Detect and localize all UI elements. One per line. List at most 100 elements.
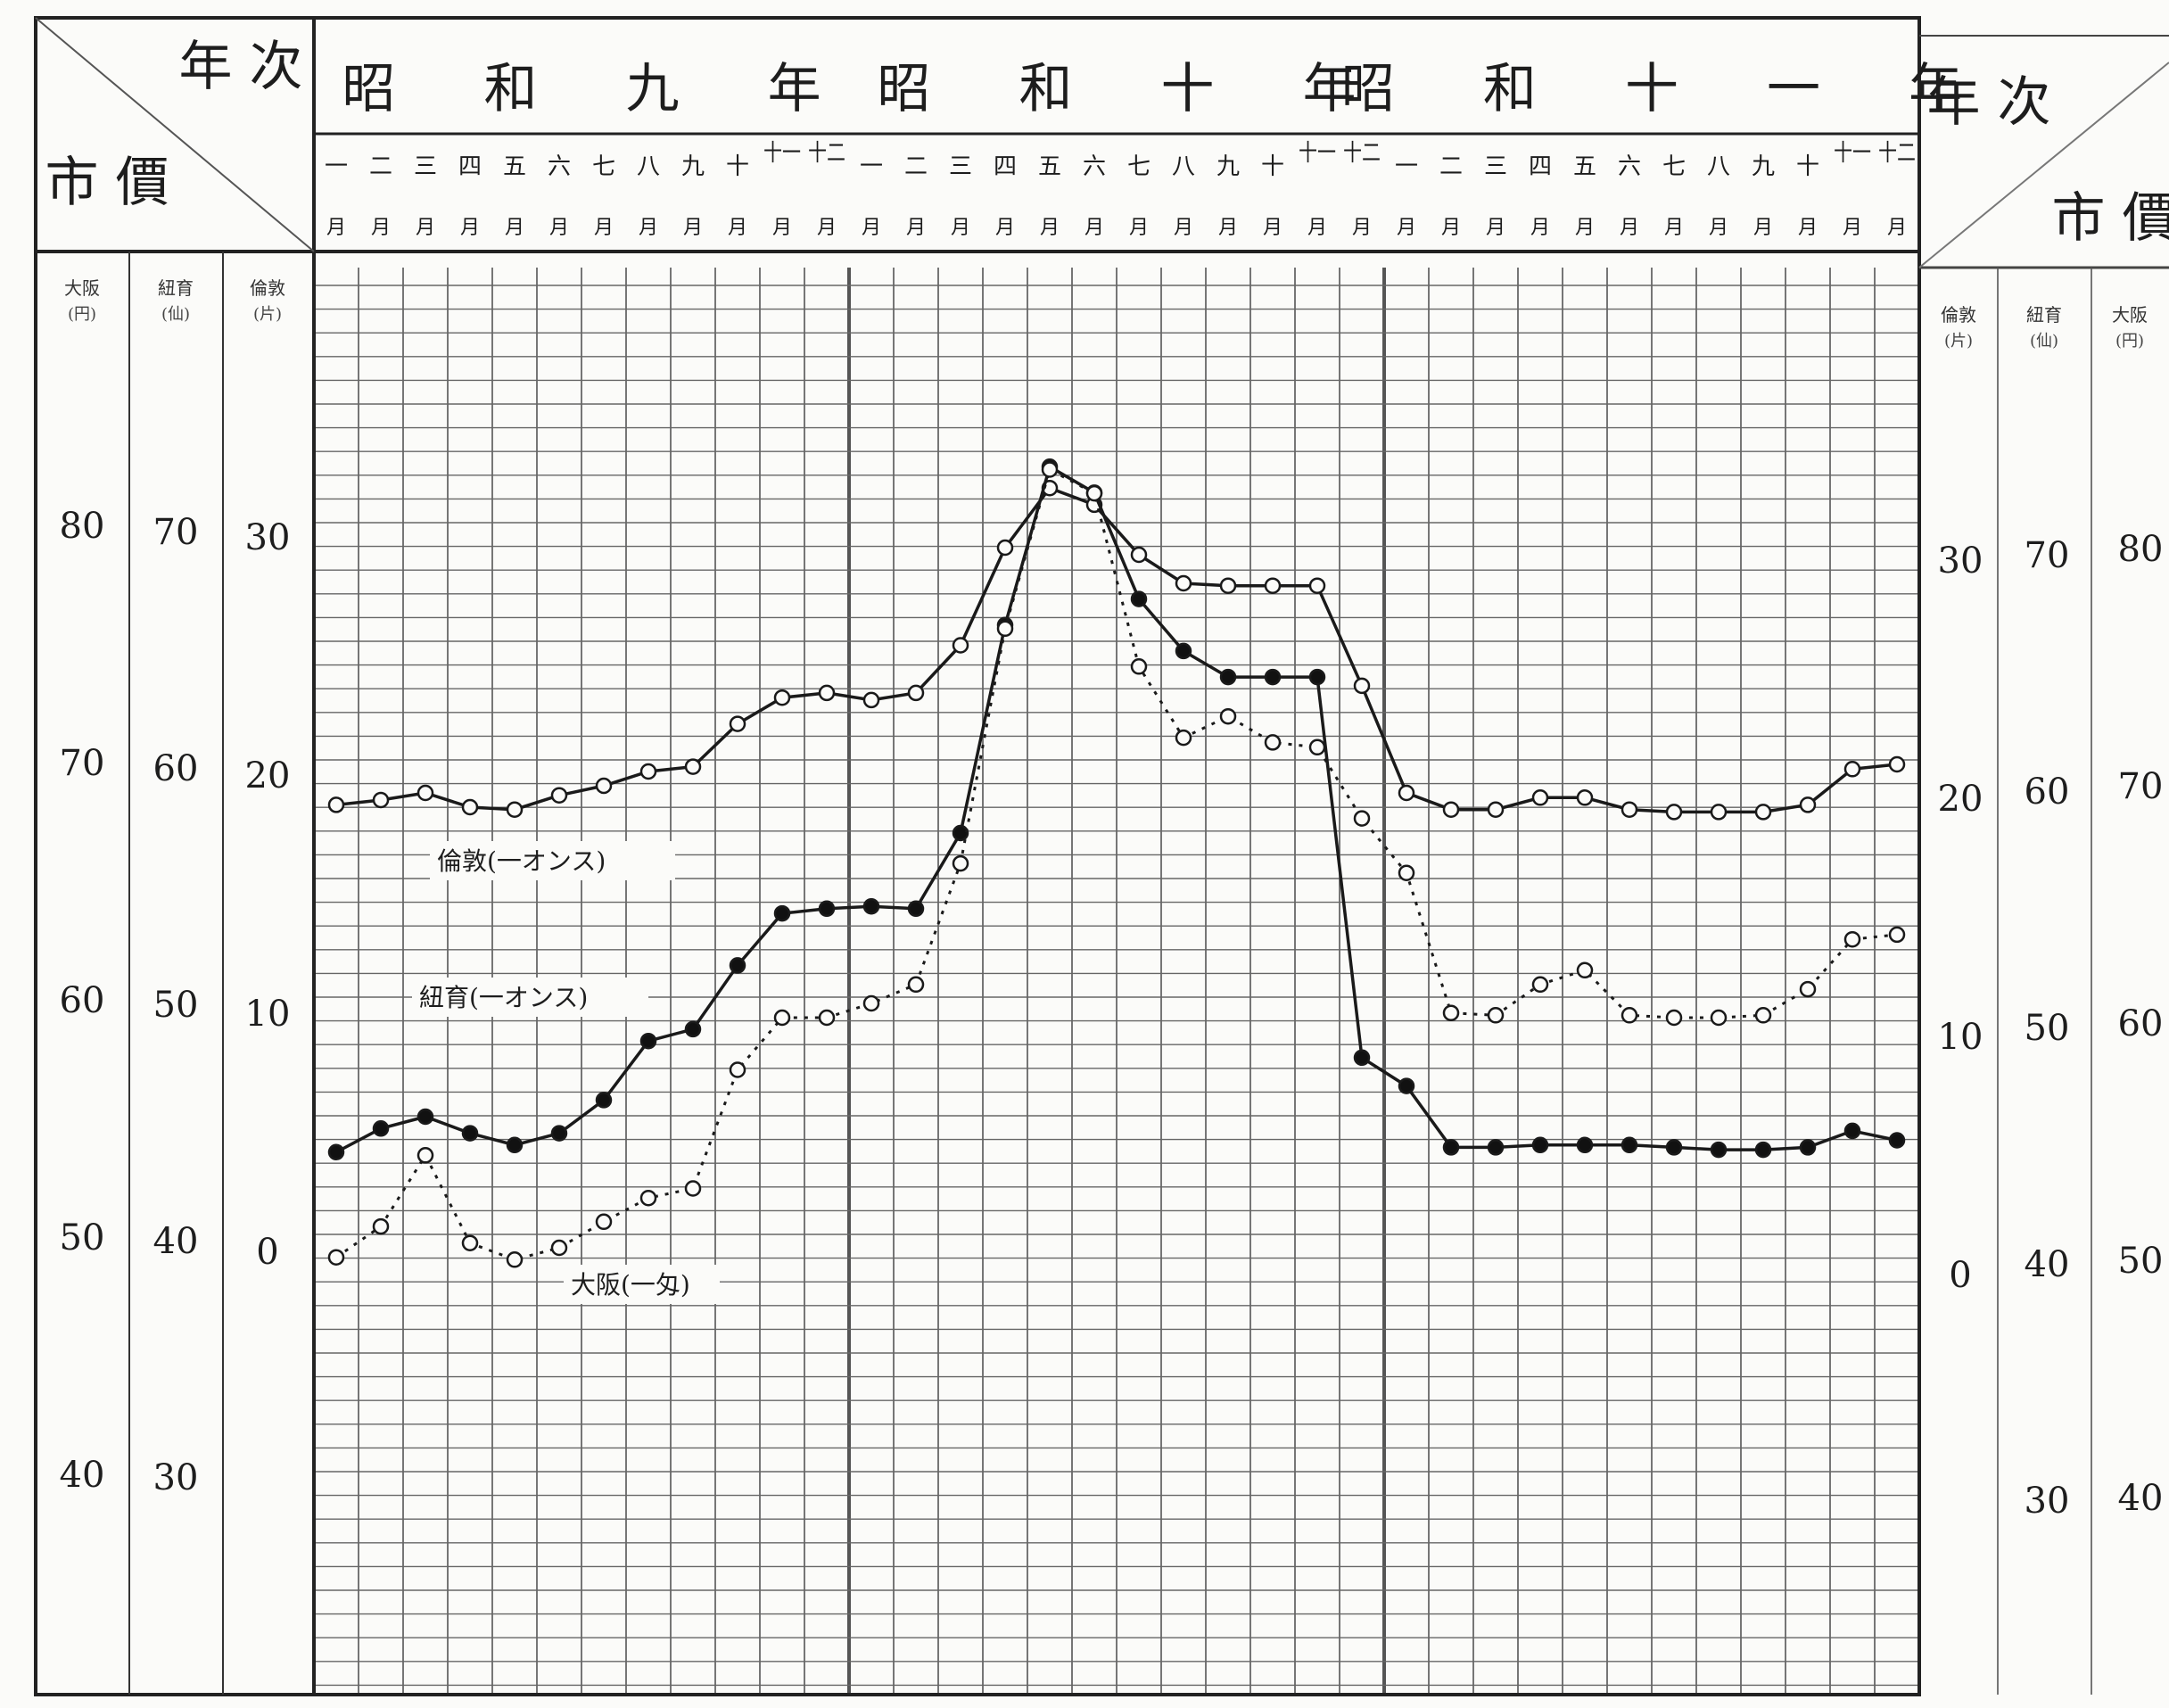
axis-unit-keiki: (仙) [161,305,190,324]
month-number: 三 [949,153,972,180]
data-point [862,897,880,915]
month-number: 六 [1618,153,1641,180]
data-point [1264,734,1282,751]
month-number: 十二 [808,140,845,167]
tick-label-london: 0 [1949,1255,1971,1296]
month-unit: 月 [683,217,703,239]
corner-label-year: 年 次 [178,36,302,98]
data-point [550,787,568,804]
month-unit: 月 [1129,217,1149,239]
data-point [1442,1004,1460,1021]
month-unit: 月 [1352,217,1372,239]
axis-heading-osaka: 大阪 [64,277,100,299]
month-number: 十一 [1299,140,1336,167]
tick-label-london: 20 [1938,779,1983,820]
tick-label-newyork: 70 [2025,535,2070,576]
data-point [818,1009,836,1027]
data-point [550,1239,568,1257]
month-number: 九 [1752,153,1775,180]
data-point [1398,864,1415,881]
data-point [1398,784,1415,802]
data-point [907,976,925,994]
data-point [639,763,657,780]
axis-unit-osaka: (円) [2115,332,2144,351]
data-point [952,637,969,654]
month-number: 八 [637,153,660,180]
month-number: 十一 [1834,140,1871,167]
month-unit: 月 [995,217,1015,239]
series-labels: 倫敦(一オンス) 紐育(一オンス) 大阪(一匁) [412,841,720,1304]
data-point [1264,577,1282,594]
data-point [1710,1141,1728,1159]
tick-label-newyork: 30 [153,1457,199,1498]
data-point [506,801,524,818]
month-unit: 月 [1218,217,1238,239]
data-point [461,1125,479,1142]
data-point [818,900,836,918]
data-point [1130,658,1148,675]
month-number: 四 [994,153,1017,180]
month-unit: 月 [1397,217,1416,239]
tick-label-london: 10 [245,994,291,1035]
data-point [1888,926,1906,944]
data-point [416,784,434,802]
data-point [1175,642,1192,660]
data-point [1264,668,1282,686]
data-point [1130,590,1148,607]
series-label: 大阪(一匁) [571,1270,690,1300]
month-unit: 月 [772,217,792,239]
month-number: 十二 [1878,140,1916,167]
tick-label-osaka: 70 [60,743,105,784]
data-point [1219,668,1237,686]
outer-frame [34,16,1921,1696]
month-number: 九 [681,153,705,180]
data-point [595,777,613,795]
data-point [1888,755,1906,773]
data-point [952,824,969,842]
data-point [729,715,746,732]
data-point [550,1125,568,1142]
tick-label-newyork: 50 [2025,1008,2070,1049]
month-number: 五 [503,153,526,180]
data-point [1130,546,1148,564]
series-label: 倫敦(一オンス) [437,846,606,876]
month-unit: 月 [1530,217,1550,239]
data-point [1219,707,1237,725]
data-point [773,904,791,922]
data-point [1754,1141,1772,1159]
month-unit: 月 [951,217,970,239]
data-point [1754,804,1772,821]
grid [312,268,1921,1695]
tick-label-newyork: 70 [153,512,199,553]
data-point [1353,1049,1371,1067]
axis-heading-rondon: 倫敦 [250,277,285,299]
tick-label-osaka: 60 [60,980,105,1021]
data-point [952,854,969,872]
tick-label-osaka: 60 [2118,1003,2164,1044]
data-point [1621,801,1638,818]
data-point [639,1189,657,1207]
data-point [907,900,925,918]
data-point [1531,1136,1549,1154]
data-point [1665,1009,1683,1027]
month-number: 一 [325,153,348,180]
data-point [1442,1139,1460,1156]
data-point [461,798,479,816]
month-number: 三 [414,153,437,180]
tick-label-newyork: 60 [153,748,199,789]
axis-heading-rondon: 倫敦 [1941,304,1976,326]
month-number: 三 [1484,153,1507,180]
month-unit: 月 [862,217,881,239]
month-number: 十 [1796,153,1819,180]
tick-label-osaka: 50 [2118,1241,2164,1282]
tick-label-osaka: 50 [60,1217,105,1258]
tick-label-london: 10 [1938,1017,1983,1058]
data-point [1353,810,1371,827]
data-point [996,620,1014,638]
month-number: 八 [1172,153,1195,180]
header: 年 次市 價年 次市 價昭 和 九 年昭 和 十 年昭 和 十 一 年一月二月三… [45,36,2169,250]
data-point [372,791,390,809]
corner-label-price: 市 價 [45,152,169,214]
data-point [1398,1077,1415,1094]
